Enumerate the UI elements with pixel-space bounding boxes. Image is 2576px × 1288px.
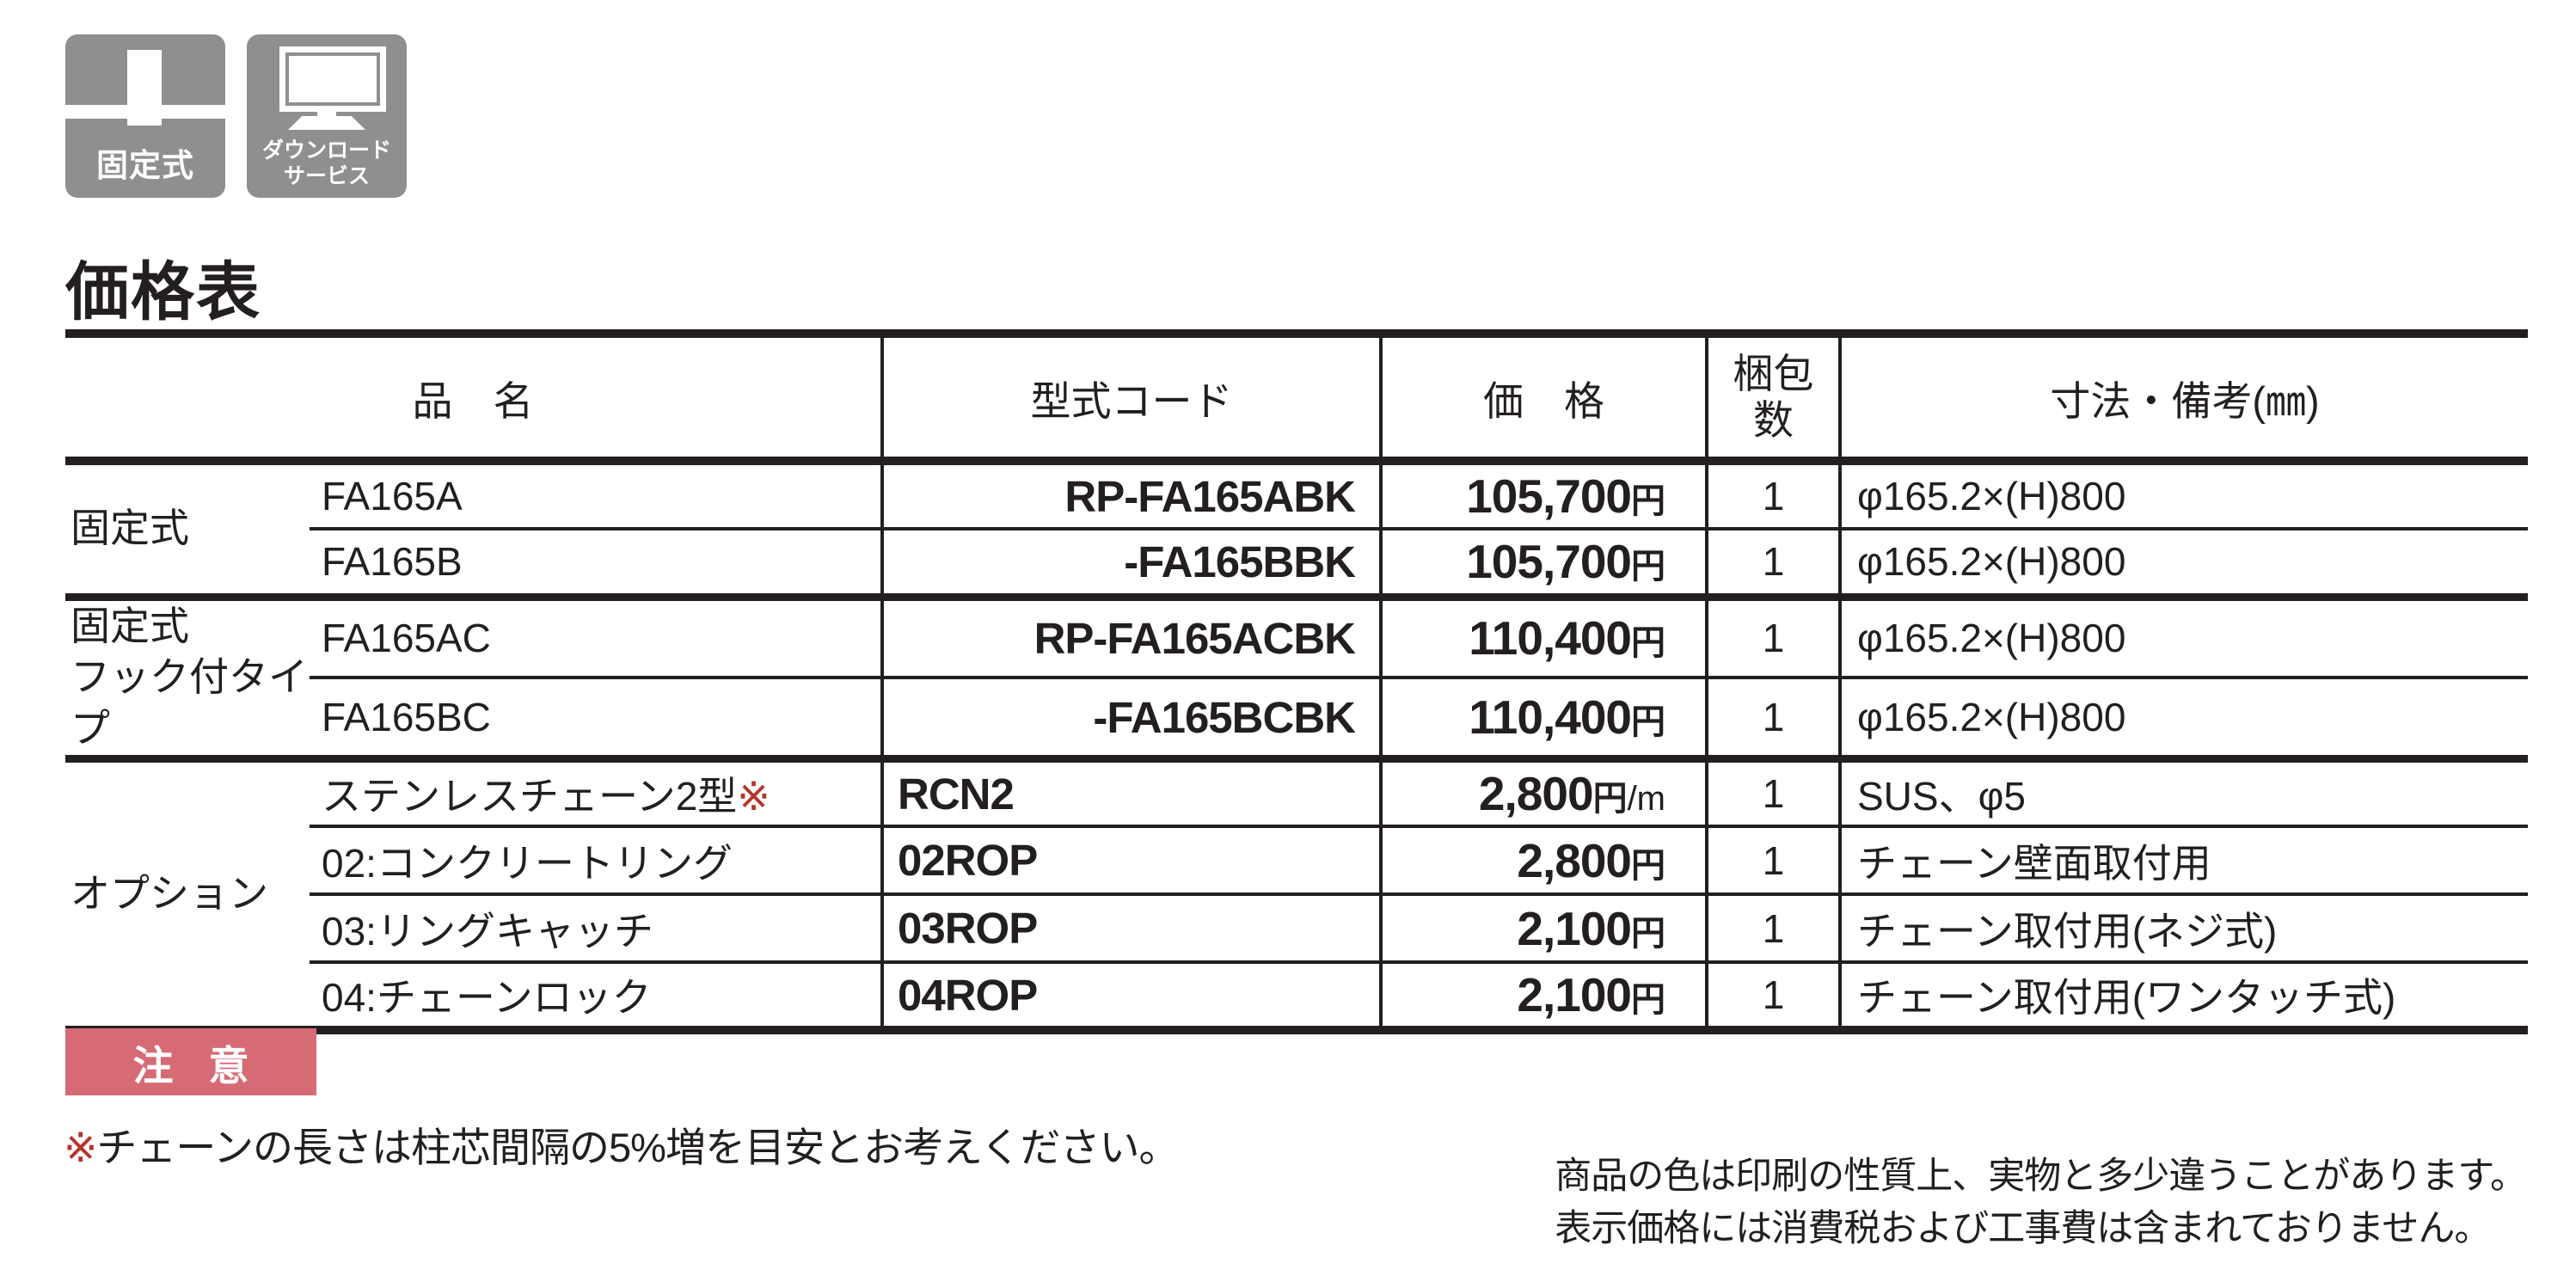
- asterisk-mark: ※: [737, 774, 770, 819]
- product-name-cell: ステンレスチェーン2型※: [310, 754, 882, 827]
- download-service-badge-label: ダウンロード サービス: [261, 138, 391, 188]
- packing-qty-cell: 1: [1705, 461, 1840, 529]
- table-row: FA165BC -FA165BCBK 110,400円 1 φ165.2×(H)…: [65, 676, 2528, 759]
- price-cell: 105,700円: [1379, 527, 1707, 597]
- product-name-cell: FA165BC: [310, 676, 882, 759]
- packing-qty-cell: 1: [1705, 527, 1840, 597]
- product-name-cell: FA165A: [322, 474, 463, 518]
- asterisk-mark: ※: [64, 1125, 97, 1170]
- group-label-fixed: 固定式: [71, 506, 189, 551]
- page-title: 価格表: [65, 256, 261, 328]
- packing-qty-cell: 1: [1705, 960, 1840, 1031]
- table-header-row: 品 名 型式コード 価 格 梱包 数 寸法・備考(㎜): [65, 334, 2528, 465]
- dimensions-cell: φ165.2×(H)800: [1838, 527, 2528, 597]
- dimensions-cell: チェーン取付用(ワンタッチ式): [1838, 960, 2528, 1031]
- price-cell: 110,400円: [1379, 676, 1707, 759]
- dimensions-cell: SUS、φ5: [1838, 754, 2528, 827]
- dimensions-cell: φ165.2×(H)800: [1838, 592, 2528, 678]
- table-row: オプション ステンレスチェーン2型※ RCN2 2,800円/m 1 SUS、φ…: [65, 754, 2528, 1031]
- table-row: FA165B -FA165BBK 105,700円 1 φ165.2×(H)80…: [65, 527, 2528, 597]
- product-name-cell: FA165B: [310, 527, 882, 597]
- table-row: 02:コンクリートリング 02ROP 2,800円 1 チェーン壁面取付用: [65, 825, 2528, 895]
- header-model-code: 型式コード: [880, 334, 1381, 465]
- price-cell: 110,400円: [1379, 592, 1707, 678]
- model-code-cell: -FA165BCBK: [880, 676, 1381, 759]
- table-row: 固定式 FA165A RP-FA165ABK 105,700円 1 φ165.2…: [65, 461, 2528, 550]
- product-name-cell: 03:リングキャッチ: [310, 892, 882, 963]
- fixed-type-badge: 固定式: [65, 34, 225, 198]
- header-price: 価 格: [1379, 334, 1707, 465]
- packing-qty-cell: 1: [1705, 825, 1840, 895]
- price-cell: 2,100円: [1379, 892, 1707, 963]
- disclaimer-color: 商品の色は印刷の性質上、実物と多少違うことがあります。: [1555, 1156, 2527, 1197]
- packing-qty-cell: 1: [1705, 592, 1840, 678]
- table-row: 04:チェーンロック 04ROP 2,100円 1 チェーン取付用(ワンタッチ式…: [65, 960, 2528, 1031]
- table-row: 固定式 フック付タイプ FA165AC RP-FA165ACBK 110,400…: [65, 592, 2528, 759]
- price-table: 品 名 型式コード 価 格 梱包 数 寸法・備考(㎜) 固定式 FA165A R…: [65, 329, 2528, 1035]
- header-packing-qty: 梱包 数: [1705, 334, 1840, 465]
- product-type-badges: 固定式 ダウンロード サービス: [65, 34, 407, 198]
- model-code-cell: RCN2: [880, 754, 1381, 827]
- model-code-cell: -FA165BBK: [880, 527, 1381, 597]
- price-cell: 2,800円: [1379, 825, 1707, 895]
- model-code-cell: 03ROP: [880, 892, 1381, 963]
- disclaimer-tax: 表示価格には消費税および工事費は含まれておりません。: [1555, 1208, 2491, 1250]
- price-cell: 105,700円: [1379, 461, 1707, 529]
- dimensions-cell: チェーン壁面取付用: [1838, 825, 2528, 895]
- caution-note: ※チェーンの長さは柱芯間隔の5%増を目安とお考えください。: [64, 1114, 1180, 1174]
- caution-note-text: チェーンの長さは柱芯間隔の5%増を目安とお考えください。: [96, 1125, 1179, 1170]
- dimensions-cell: φ165.2×(H)800: [1838, 676, 2528, 759]
- product-name-cell: 04:チェーンロック: [310, 960, 882, 1031]
- header-dimensions: 寸法・備考(㎜): [1838, 334, 2528, 465]
- dimensions-cell: φ165.2×(H)800: [1838, 461, 2528, 529]
- product-name-cell: 02:コンクリートリング: [310, 825, 882, 895]
- packing-qty-cell: 1: [1705, 892, 1840, 963]
- price-cell: 2,800円/m: [1379, 754, 1707, 827]
- packing-qty-cell: 1: [1705, 676, 1840, 759]
- group-label-options: オプション: [65, 754, 310, 1031]
- model-code-cell: RP-FA165ACBK: [880, 592, 1381, 678]
- model-code-cell: 04ROP: [880, 960, 1381, 1031]
- table-row: 03:リングキャッチ 03ROP 2,100円 1 チェーン取付用(ネジ式): [65, 892, 2528, 963]
- model-code-cell: RP-FA165ABK: [880, 461, 1381, 529]
- packing-qty-cell: 1: [1705, 754, 1840, 827]
- group-label-fixed-hook: 固定式 フック付タイプ: [65, 592, 310, 759]
- footer-disclaimers: 商品の色は印刷の性質上、実物と多少違うことがあります。 表示価格には消費税および…: [1555, 1150, 2527, 1255]
- fixed-type-badge-label: 固定式: [96, 148, 194, 183]
- price-cell: 2,100円: [1379, 960, 1707, 1031]
- dimensions-cell: チェーン取付用(ネジ式): [1838, 892, 2528, 963]
- product-name-cell: FA165AC: [310, 592, 882, 678]
- header-product-name: 品 名: [65, 334, 882, 465]
- download-service-badge: ダウンロード サービス: [247, 34, 407, 198]
- caution-badge: 注 意: [65, 1028, 316, 1095]
- model-code-cell: 02ROP: [880, 825, 1381, 895]
